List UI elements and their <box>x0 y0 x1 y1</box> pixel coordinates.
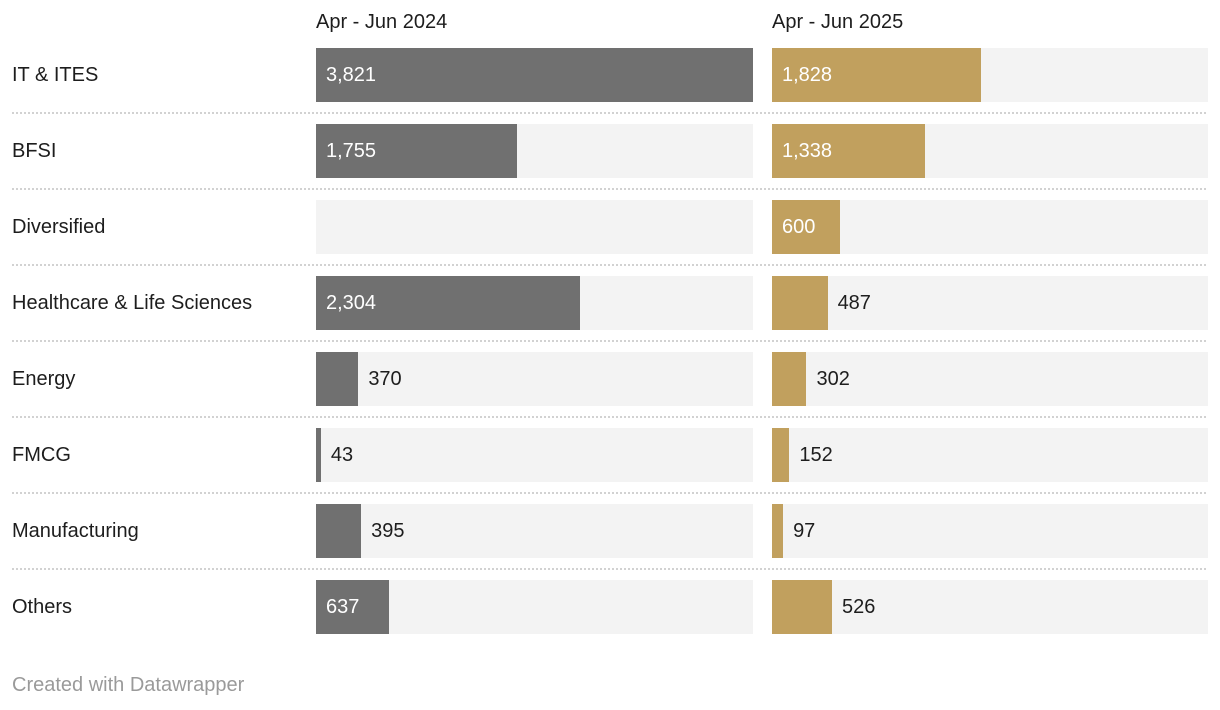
column-gap <box>753 428 772 482</box>
column-gap <box>753 580 772 634</box>
category-label-others: Others <box>12 595 73 618</box>
category-label-bfsi: BFSI <box>12 139 57 162</box>
bar-apr-jun-2024-others[interactable] <box>316 580 389 634</box>
bar-apr-jun-2025-others[interactable] <box>772 580 833 634</box>
bar-apr-jun-2024-manufacturing[interactable] <box>316 504 362 558</box>
column-header-apr-jun-2024: Apr - Jun 2024 <box>316 11 448 33</box>
category-label-manufacturing: Manufacturing <box>12 519 139 542</box>
value-label-apr-jun-2025-fmcg: 152 <box>799 444 833 466</box>
bar-apr-jun-2025-fmcg[interactable] <box>772 428 790 482</box>
chart-row-manufacturing: Manufacturing 395 97 <box>12 504 1208 558</box>
bar-apr-jun-2025-healthcare-life-sciences[interactable] <box>772 276 828 330</box>
datawrapper-credit-link[interactable]: Created with Datawrapper <box>12 674 245 696</box>
chart-row-energy: Energy 370 302 <box>12 352 1208 406</box>
column-gap <box>753 0 772 48</box>
row-separator <box>12 482 1208 504</box>
dotted-separator-line <box>12 416 1208 418</box>
row-separator <box>12 178 1208 200</box>
chart-footer: Created with Datawrapper <box>12 672 1208 698</box>
column-gap <box>753 124 772 178</box>
value-label-apr-jun-2025-energy: 302 <box>816 368 850 390</box>
dotted-separator-line <box>12 112 1208 114</box>
row-separator <box>12 254 1208 276</box>
bar-apr-jun-2025-bfsi[interactable] <box>772 124 925 178</box>
bar-apr-jun-2025-it-ites[interactable] <box>772 48 981 102</box>
bar-apr-jun-2024-it-ites[interactable] <box>316 48 753 102</box>
bar-track-apr-jun-2024-energy: 370 <box>316 352 753 406</box>
bar-track-apr-jun-2024-it-ites: 3,821 <box>316 48 753 102</box>
bar-track-apr-jun-2025-bfsi: 1,338 <box>772 124 1208 178</box>
bar-track-apr-jun-2024-fmcg: 43 <box>316 428 753 482</box>
dotted-separator-line <box>12 264 1208 266</box>
dotted-separator-line <box>12 568 1208 570</box>
value-label-apr-jun-2025-manufacturing: 97 <box>793 520 816 542</box>
bar-track-apr-jun-2024-diversified <box>316 200 753 254</box>
value-label-apr-jun-2024-it-ites: 3,821 <box>326 64 377 86</box>
value-label-apr-jun-2024-healthcare-life-sciences: 2,304 <box>326 292 377 314</box>
column-gap <box>753 504 772 558</box>
chart-row-others: Others 637 526 <box>12 580 1208 634</box>
column-gap <box>753 48 772 102</box>
dotted-separator-line <box>12 188 1208 190</box>
category-label-energy: Energy <box>12 367 76 390</box>
bar-track-apr-jun-2025-diversified: 600 <box>772 200 1208 254</box>
bar-track-apr-jun-2025-fmcg: 152 <box>772 428 1208 482</box>
category-label-it-ites: IT & ITES <box>12 63 99 86</box>
dotted-separator-line <box>12 340 1208 342</box>
bar-track-apr-jun-2025-others: 526 <box>772 580 1208 634</box>
bar-track-apr-jun-2025-it-ites: 1,828 <box>772 48 1208 102</box>
bar-apr-jun-2025-diversified[interactable] <box>772 200 841 254</box>
chart-row-diversified: Diversified 600 <box>12 200 1208 254</box>
chart-rows: IT & ITES 3,821 1,828 BFSI 1,755 1,338 Diversi… <box>12 48 1208 634</box>
row-separator <box>12 102 1208 124</box>
value-label-apr-jun-2025-bfsi: 1,338 <box>782 140 833 162</box>
bar-track-apr-jun-2024-others: 637 <box>316 580 753 634</box>
bar-track-apr-jun-2024-bfsi: 1,755 <box>316 124 753 178</box>
bar-apr-jun-2025-energy[interactable] <box>772 352 807 406</box>
row-separator <box>12 406 1208 428</box>
bar-apr-jun-2024-energy[interactable] <box>316 352 359 406</box>
header-spacer <box>12 0 316 48</box>
bar-apr-jun-2024-healthcare-life-sciences[interactable] <box>316 276 580 330</box>
column-headers: Apr - Jun 2024 Apr - Jun 2025 <box>12 0 1208 48</box>
bar-track-apr-jun-2024-manufacturing: 395 <box>316 504 753 558</box>
chart-row-bfsi: BFSI 1,755 1,338 <box>12 124 1208 178</box>
value-label-apr-jun-2024-energy: 370 <box>368 368 402 390</box>
bar-apr-jun-2025-manufacturing[interactable] <box>772 504 784 558</box>
bar-apr-jun-2024-bfsi[interactable] <box>316 124 517 178</box>
value-label-apr-jun-2024-manufacturing: 395 <box>371 520 405 542</box>
bar-track-apr-jun-2025-manufacturing: 97 <box>772 504 1208 558</box>
column-gap <box>753 200 772 254</box>
bar-track-apr-jun-2025-healthcare-life-sciences: 487 <box>772 276 1208 330</box>
chart-row-it-ites: IT & ITES 3,821 1,828 <box>12 48 1208 102</box>
bar-track-apr-jun-2024-healthcare-life-sciences: 2,304 <box>316 276 753 330</box>
value-label-apr-jun-2025-diversified: 600 <box>782 216 816 238</box>
column-gap <box>753 276 772 330</box>
chart-row-healthcare-life-sciences: Healthcare & Life Sciences 2,304 487 <box>12 276 1208 330</box>
dotted-separator-line <box>12 492 1208 494</box>
value-label-apr-jun-2024-fmcg: 43 <box>330 444 354 466</box>
category-label-fmcg: FMCG <box>12 443 71 466</box>
bar-apr-jun-2024-fmcg[interactable] <box>316 428 321 482</box>
value-label-apr-jun-2025-it-ites: 1,828 <box>782 64 833 86</box>
chart-row-fmcg: FMCG 43 152 <box>12 428 1208 482</box>
value-label-apr-jun-2025-others: 526 <box>842 596 876 618</box>
row-separator <box>12 558 1208 580</box>
value-label-apr-jun-2024-bfsi: 1,755 <box>326 140 377 162</box>
category-label-healthcare-life-sciences: Healthcare & Life Sciences <box>12 291 253 314</box>
value-label-apr-jun-2024-others: 637 <box>326 596 360 618</box>
row-separator <box>12 330 1208 352</box>
value-label-apr-jun-2025-healthcare-life-sciences: 487 <box>837 292 871 314</box>
column-gap <box>753 352 772 406</box>
category-label-diversified: Diversified <box>12 215 106 238</box>
bar-track-apr-jun-2025-energy: 302 <box>772 352 1208 406</box>
column-header-apr-jun-2025: Apr - Jun 2025 <box>772 11 904 33</box>
